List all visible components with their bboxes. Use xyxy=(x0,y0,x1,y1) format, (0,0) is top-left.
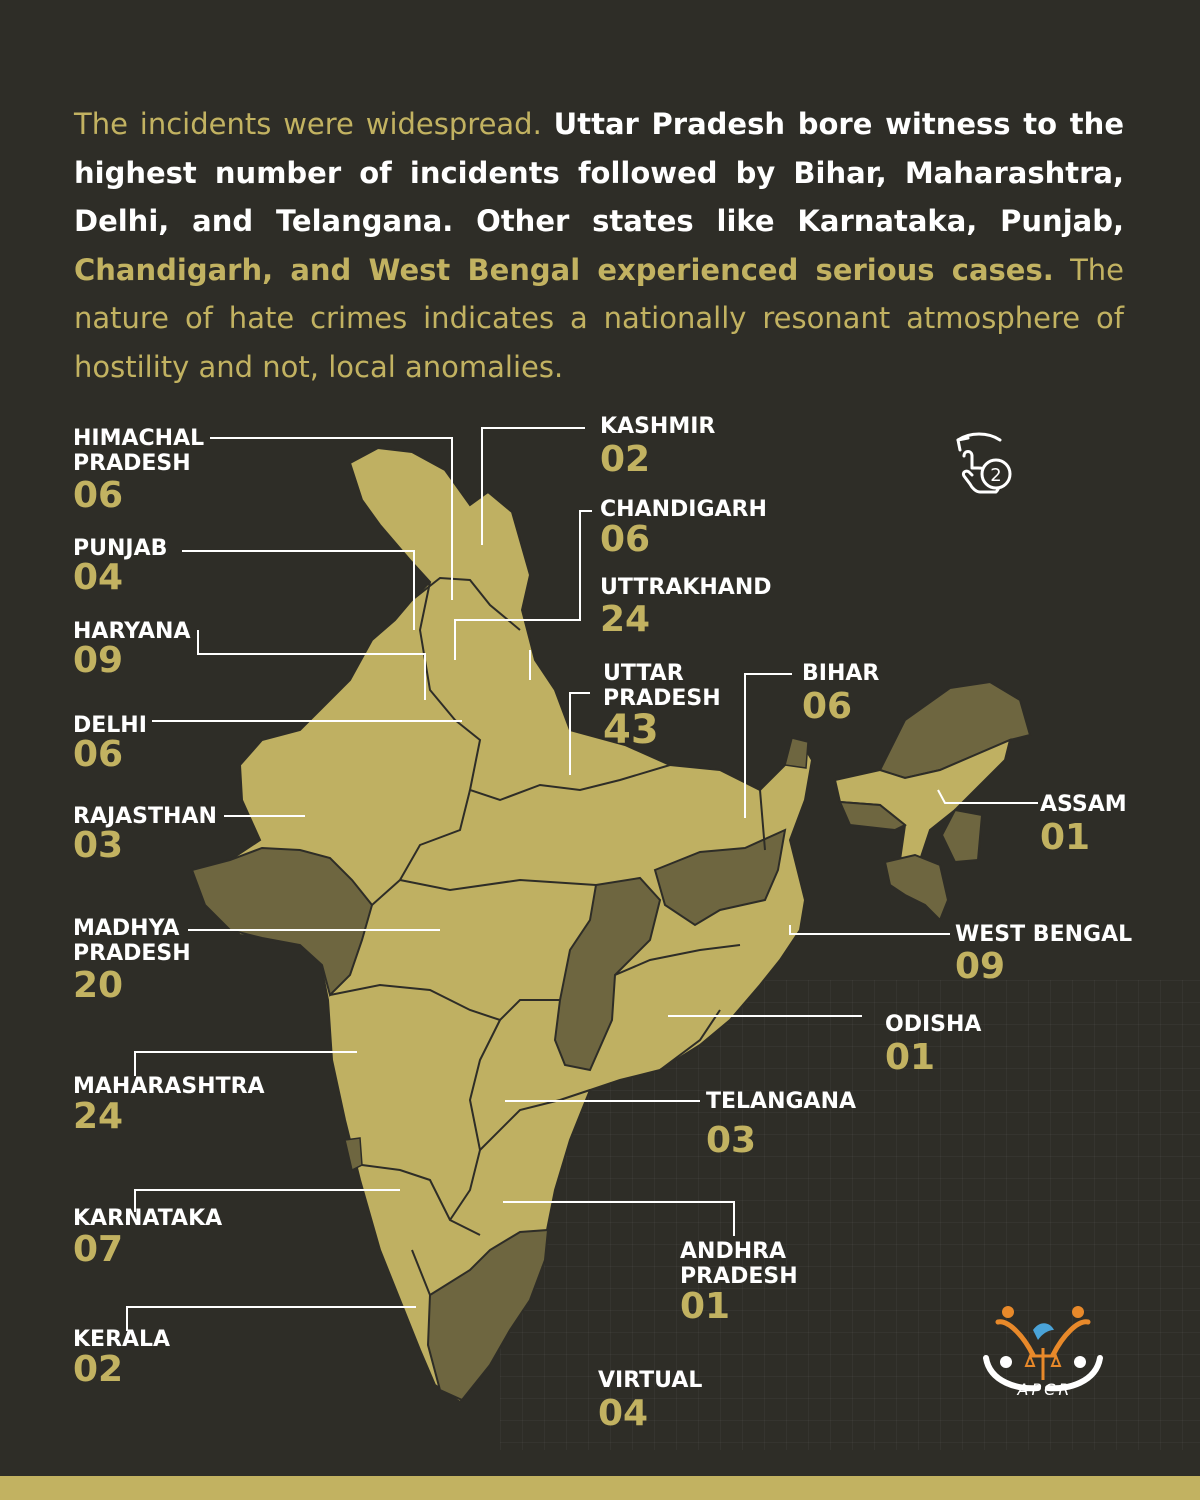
intro-paragraph: The incidents were widespread. Uttar Pra… xyxy=(74,100,1124,391)
region-count-delhi: 06 xyxy=(73,734,124,775)
chhattisgarh-shape xyxy=(553,876,662,1072)
goa-shape xyxy=(344,1137,363,1172)
region-label-delhi: DELHI xyxy=(73,713,147,738)
region-label-kashmir: KASHMIR xyxy=(600,414,716,439)
region-label-bihar: BIHAR xyxy=(802,661,880,686)
region-count-haryana: 09 xyxy=(73,640,124,681)
region-label-uttrakhand: UTTRAKHAND xyxy=(600,575,772,600)
manipur-shape xyxy=(940,808,984,864)
region-count-maharashtra: 24 xyxy=(73,1096,124,1137)
region-count-madhya-pradesh: 20 xyxy=(73,965,124,1006)
intro-part-1: The incidents were widespread. xyxy=(74,107,554,141)
leader-lines xyxy=(126,427,1038,1331)
region-count-odisha: 01 xyxy=(885,1037,936,1078)
sikkim-shape xyxy=(784,737,809,769)
swipe-hand-icon[interactable]: 2 xyxy=(950,430,1030,500)
jharkhand-shape xyxy=(653,828,787,927)
bottom-accent-bar xyxy=(0,1476,1200,1500)
region-label-andhra-pradesh: ANDHRA PRADESH xyxy=(680,1239,798,1289)
region-count-west-bengal: 09 xyxy=(955,946,1006,987)
region-label-karnataka: KARNATAKA xyxy=(73,1206,223,1231)
apcr-logo-text: APCR xyxy=(1017,1380,1073,1399)
intro-part-3: Chandigarh, and West Bengal experienced … xyxy=(74,252,1054,287)
intro-part-4: The nature of hate crimes indicates a na… xyxy=(74,252,1125,384)
region-count-rajasthan: 03 xyxy=(73,825,124,866)
region-label-odisha: ODISHA xyxy=(885,1012,982,1037)
region-count-himachal-pradesh: 06 xyxy=(73,475,124,516)
region-label-punjab: PUNJAB xyxy=(73,536,168,561)
region-count-andhra-pradesh: 01 xyxy=(680,1286,731,1327)
swipe-page-number: 2 xyxy=(990,465,1001,486)
region-count-kashmir: 02 xyxy=(600,439,651,480)
region-label-rajasthan: RAJASTHAN xyxy=(73,804,217,829)
region-count-chandigarh: 06 xyxy=(600,519,651,560)
region-label-kerala: KERALA xyxy=(73,1327,171,1352)
region-count-kerala: 02 xyxy=(73,1349,124,1390)
gujarat-shape xyxy=(190,846,374,997)
region-count-telangana: 03 xyxy=(706,1120,757,1161)
region-count-punjab: 04 xyxy=(73,557,124,598)
region-label-telangana: TELANGANA xyxy=(706,1089,857,1114)
region-label-chandigarh: CHANDIGARH xyxy=(600,497,767,522)
mizoram-shape xyxy=(883,853,950,922)
region-count-bihar: 06 xyxy=(802,686,853,727)
region-label-madhya-pradesh: MADHYA PRADESH xyxy=(73,916,191,966)
intro-part-2: Uttar Pradesh bore witness to the highes… xyxy=(74,107,1124,238)
region-label-virtual: VIRTUAL xyxy=(598,1368,703,1393)
region-count-karnataka: 07 xyxy=(73,1229,124,1270)
meghalaya-shape xyxy=(838,800,907,832)
region-count-uttrakhand: 24 xyxy=(600,599,651,640)
apcr-logo-icon xyxy=(983,1306,1103,1392)
region-count-assam: 01 xyxy=(1040,817,1091,858)
region-label-haryana: HARYANA xyxy=(73,619,191,644)
region-label-himachal-pradesh: HIMACHAL PRADESH xyxy=(73,426,205,476)
region-label-uttar-pradesh: UTTAR PRADESH xyxy=(603,661,721,711)
region-count-uttar-pradesh: 43 xyxy=(603,707,659,753)
region-label-west-bengal: WEST BENGAL xyxy=(955,922,1133,947)
region-label-assam: ASSAM xyxy=(1040,792,1127,817)
region-count-virtual: 04 xyxy=(598,1393,649,1434)
region-label-maharashtra: MAHARASHTRA xyxy=(73,1074,265,1099)
tamil-nadu-shape xyxy=(426,1228,550,1402)
